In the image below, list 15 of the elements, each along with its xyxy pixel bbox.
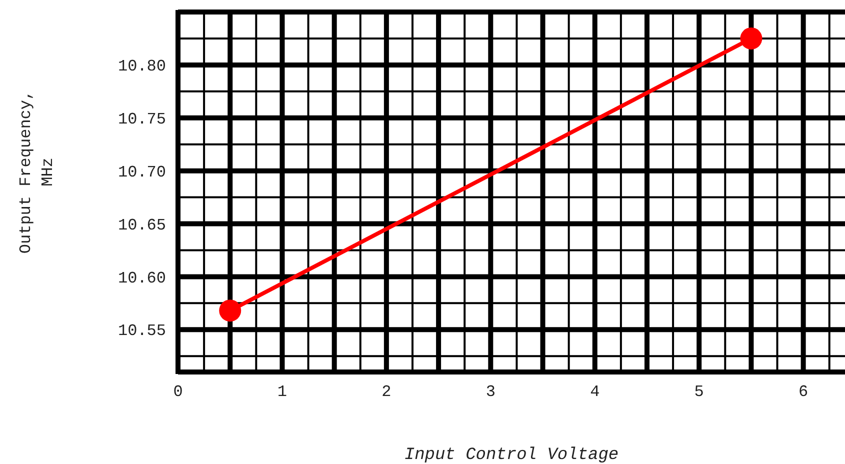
y-tick-label: 10.70 — [118, 163, 166, 182]
y-tick-label: 10.65 — [118, 216, 166, 234]
x-tick-label: 4 — [590, 383, 600, 401]
x-tick-label: 0 — [173, 383, 183, 401]
x-tick-label: 2 — [382, 383, 392, 401]
y-axis-title: Output Frequency, MHz — [17, 90, 57, 254]
x-axis-title: Input Control Voltage — [404, 446, 619, 464]
x-tick-label: 1 — [277, 383, 288, 401]
x-tick-label: 3 — [486, 383, 496, 401]
x-tick-label: 5 — [694, 383, 704, 401]
y-tick-label: 10.75 — [118, 110, 166, 128]
y-tick-label: 10.80 — [118, 58, 166, 76]
x-tick-label: 6 — [798, 383, 808, 401]
y-tick-label: 10.55 — [118, 322, 166, 340]
y-tick-label: 10.60 — [118, 269, 166, 288]
